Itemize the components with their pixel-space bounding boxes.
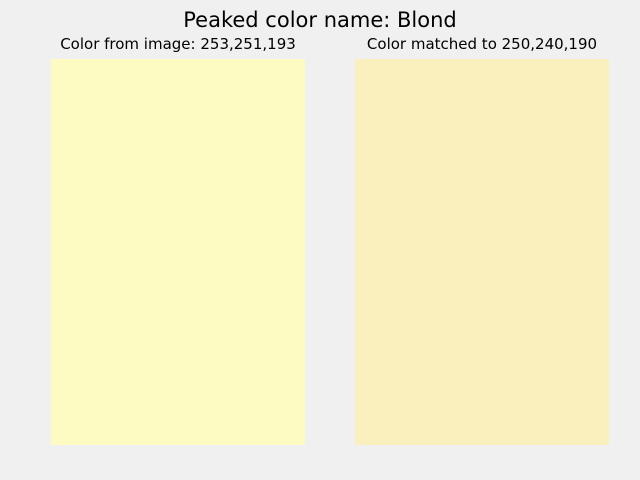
image-color-swatch: [51, 59, 305, 445]
page-title: Peaked color name: Blond: [183, 8, 457, 32]
matched-color-swatch: [355, 59, 609, 445]
matched-color-label: Color matched to 250,240,190: [366, 35, 598, 53]
image-color-label: Color from image: 253,251,193: [60, 35, 296, 53]
